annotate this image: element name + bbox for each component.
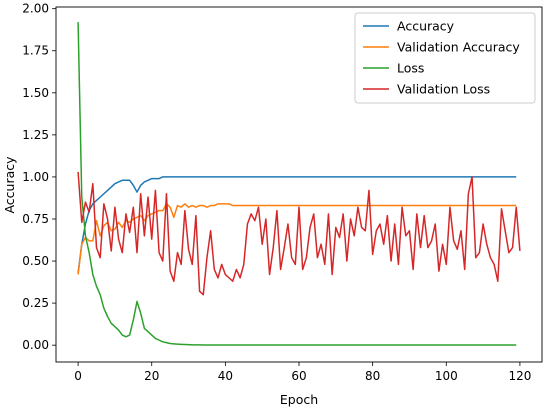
- x-tick-label: 100: [435, 369, 458, 383]
- y-tick-label: 0.00: [22, 338, 49, 352]
- y-tick-label: 0.50: [22, 254, 49, 268]
- series-line-3: [77, 171, 521, 296]
- legend-label: Validation Loss: [397, 82, 490, 97]
- legend-box: [354, 12, 536, 104]
- x-tick-label: 0: [74, 369, 82, 383]
- x-tick-label: 120: [508, 369, 531, 383]
- series-line-0: [77, 176, 517, 273]
- legend: Accuracy Validation Accuracy Loss Validatio…: [354, 12, 536, 104]
- series-line-2: [77, 22, 517, 346]
- y-tick-label: 1.00: [22, 170, 49, 184]
- legend-label: Loss: [397, 61, 424, 76]
- x-axis-label: Epoch: [280, 392, 318, 407]
- y-axis: 0.00 0.25 0.50 0.75 1.00 1.25 1.50 1.75 2.00: [22, 2, 56, 352]
- y-tick-label: 2.00: [22, 2, 49, 16]
- legend-label: Validation Accuracy: [397, 40, 520, 55]
- y-tick-label: 0.75: [22, 212, 49, 226]
- x-tick-label: 20: [144, 369, 159, 383]
- y-tick-label: 0.25: [22, 296, 49, 310]
- y-tick-label: 1.25: [22, 128, 49, 142]
- x-tick-label: 80: [365, 369, 380, 383]
- y-axis-label: Accuracy: [2, 156, 17, 214]
- y-tick-label: 1.75: [22, 44, 49, 58]
- x-tick-label: 40: [218, 369, 233, 383]
- legend-label: Accuracy: [397, 19, 455, 34]
- x-axis: 0 20 40 60 80 100 120: [74, 362, 531, 383]
- x-tick-label: 60: [291, 369, 306, 383]
- y-tick-label: 1.50: [22, 86, 49, 100]
- series-line-1: [77, 203, 517, 275]
- series-layer: [77, 22, 521, 346]
